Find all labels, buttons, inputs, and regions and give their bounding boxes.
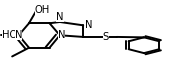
Text: S: S: [102, 32, 109, 42]
Text: N: N: [85, 20, 93, 30]
Text: N: N: [56, 12, 64, 22]
Text: HO: HO: [2, 30, 17, 40]
Text: N: N: [15, 30, 22, 40]
Text: N: N: [58, 30, 65, 40]
Text: OH: OH: [35, 5, 50, 15]
